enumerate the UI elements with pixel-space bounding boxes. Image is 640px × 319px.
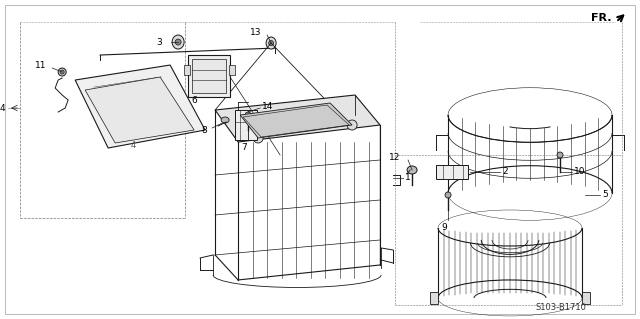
Text: 7: 7 bbox=[241, 143, 247, 152]
Bar bbox=[184, 65, 190, 75]
Text: 14: 14 bbox=[262, 101, 273, 110]
Text: FR.: FR. bbox=[591, 13, 611, 23]
Text: 11: 11 bbox=[35, 61, 46, 70]
Polygon shape bbox=[215, 95, 380, 142]
Text: 8: 8 bbox=[202, 125, 207, 135]
Text: 10: 10 bbox=[574, 167, 586, 176]
Ellipse shape bbox=[175, 39, 181, 45]
Ellipse shape bbox=[245, 112, 251, 118]
Ellipse shape bbox=[253, 133, 263, 143]
Ellipse shape bbox=[407, 166, 417, 174]
Ellipse shape bbox=[266, 37, 276, 49]
Ellipse shape bbox=[269, 41, 274, 46]
Text: 4: 4 bbox=[0, 103, 5, 113]
Bar bbox=[436, 165, 468, 179]
Text: 4: 4 bbox=[130, 140, 136, 150]
Ellipse shape bbox=[557, 152, 563, 158]
Text: 13: 13 bbox=[250, 27, 261, 37]
Text: 12: 12 bbox=[388, 152, 400, 161]
Polygon shape bbox=[240, 103, 352, 138]
Bar bbox=[235, 110, 257, 140]
Ellipse shape bbox=[58, 68, 66, 76]
Text: S103-B1710: S103-B1710 bbox=[535, 303, 586, 312]
Ellipse shape bbox=[60, 70, 64, 74]
Text: 6: 6 bbox=[191, 95, 197, 105]
Bar bbox=[430, 292, 438, 304]
Bar bbox=[582, 292, 590, 304]
Text: 1: 1 bbox=[405, 174, 411, 182]
Ellipse shape bbox=[221, 117, 229, 123]
Ellipse shape bbox=[445, 192, 451, 198]
Text: 2: 2 bbox=[502, 167, 508, 176]
Ellipse shape bbox=[172, 35, 184, 49]
Ellipse shape bbox=[347, 120, 357, 130]
Polygon shape bbox=[85, 77, 194, 143]
Text: 9: 9 bbox=[441, 223, 447, 232]
Text: 5: 5 bbox=[602, 190, 608, 199]
Bar bbox=[229, 65, 235, 75]
Bar bbox=[192, 59, 226, 93]
Polygon shape bbox=[75, 65, 205, 148]
Bar bbox=[188, 55, 230, 97]
Text: 3: 3 bbox=[156, 38, 162, 47]
